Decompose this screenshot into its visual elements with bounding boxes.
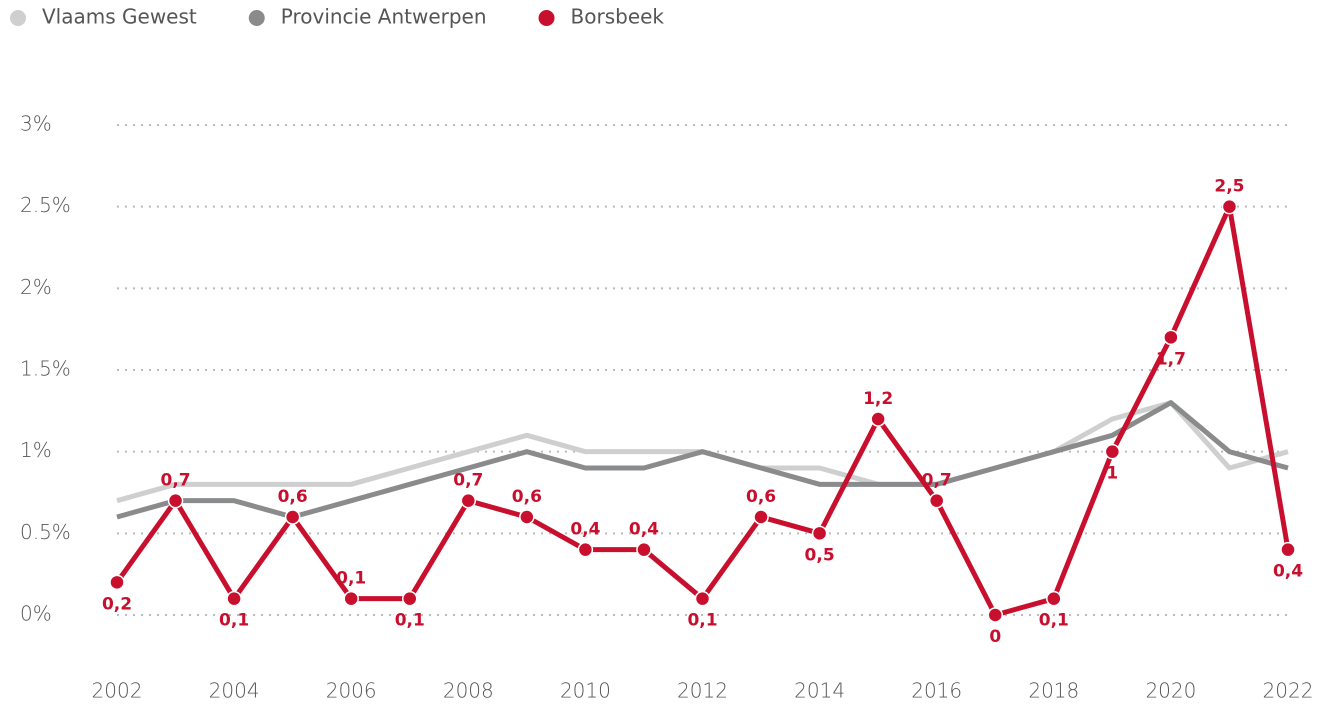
data-point — [928, 492, 945, 509]
data-label: 1 — [1106, 464, 1118, 484]
data-point — [402, 590, 418, 607]
x-tick-label: 2022 — [1263, 679, 1314, 703]
data-point — [987, 607, 1003, 623]
data-label: 0,2 — [102, 594, 132, 614]
data-point — [460, 492, 477, 509]
data-label: 0,7 — [453, 471, 483, 491]
x-tick-label: 2004 — [209, 679, 260, 703]
data-point — [109, 574, 125, 591]
data-label: 0,6 — [746, 487, 776, 507]
legend-marker — [248, 10, 265, 26]
data-point — [167, 492, 184, 509]
data-point — [284, 509, 301, 525]
data-point — [753, 509, 769, 525]
data-label: 0,4 — [629, 520, 659, 540]
y-tick-label: 3% — [20, 112, 52, 136]
data-label: 0,4 — [1273, 562, 1303, 582]
legend-marker — [538, 10, 555, 26]
data-label: 0 — [989, 627, 1001, 647]
data-point — [811, 525, 828, 542]
data-point — [519, 509, 535, 525]
series-line — [114, 204, 1291, 618]
data-point — [1104, 443, 1121, 460]
y-tick-label: 2.5% — [20, 193, 71, 217]
data-label: 1,7 — [1156, 349, 1186, 369]
data-point — [577, 541, 594, 558]
y-tick-label: 2% — [20, 275, 52, 299]
data-point — [1163, 329, 1179, 346]
legend-label: Vlaams Gewest — [42, 5, 197, 29]
data-point — [1221, 198, 1238, 215]
data-label: 1,2 — [863, 389, 893, 409]
x-tick-label: 2016 — [911, 679, 962, 703]
data-label: 2,5 — [1214, 177, 1244, 197]
data-label: 0,7 — [922, 471, 952, 491]
data-point — [343, 590, 359, 607]
data-point — [1046, 590, 1062, 607]
data-point — [694, 590, 711, 607]
data-label: 0,6 — [512, 487, 542, 507]
series-line — [116, 400, 1289, 520]
data-label: 0,1 — [219, 611, 249, 631]
y-tick-label: 1.5% — [20, 357, 71, 381]
x-tick-label: 2014 — [794, 679, 845, 703]
data-point — [226, 590, 242, 607]
x-tick-label: 2008 — [443, 679, 494, 703]
x-tick-label: 2018 — [1028, 679, 1079, 703]
x-tick-label: 2006 — [326, 679, 377, 703]
data-label: 0,1 — [336, 569, 366, 589]
x-tick-label: 2020 — [1145, 679, 1196, 703]
data-label: 0,1 — [1039, 611, 1069, 631]
legend-marker — [10, 10, 26, 26]
data-point — [870, 411, 886, 427]
data-label: 0,6 — [278, 487, 308, 507]
x-tick-label: 2010 — [560, 679, 611, 703]
legend-label: Borsbeek — [571, 5, 665, 29]
data-label: 0,7 — [160, 471, 190, 491]
x-tick-label: 2012 — [677, 679, 728, 703]
y-tick-label: 0.5% — [20, 520, 71, 544]
x-tick-label: 2002 — [92, 679, 143, 703]
data-label: 0,5 — [805, 545, 835, 565]
data-label: 0,4 — [570, 520, 600, 540]
data-point — [636, 541, 652, 558]
data-label: 0,1 — [395, 611, 425, 631]
y-tick-label: 1% — [20, 438, 52, 462]
data-label: 0,1 — [687, 611, 717, 631]
legend-label: Provincie Antwerpen — [281, 5, 487, 29]
y-tick-label: 0% — [20, 602, 52, 626]
data-point — [1280, 541, 1296, 558]
